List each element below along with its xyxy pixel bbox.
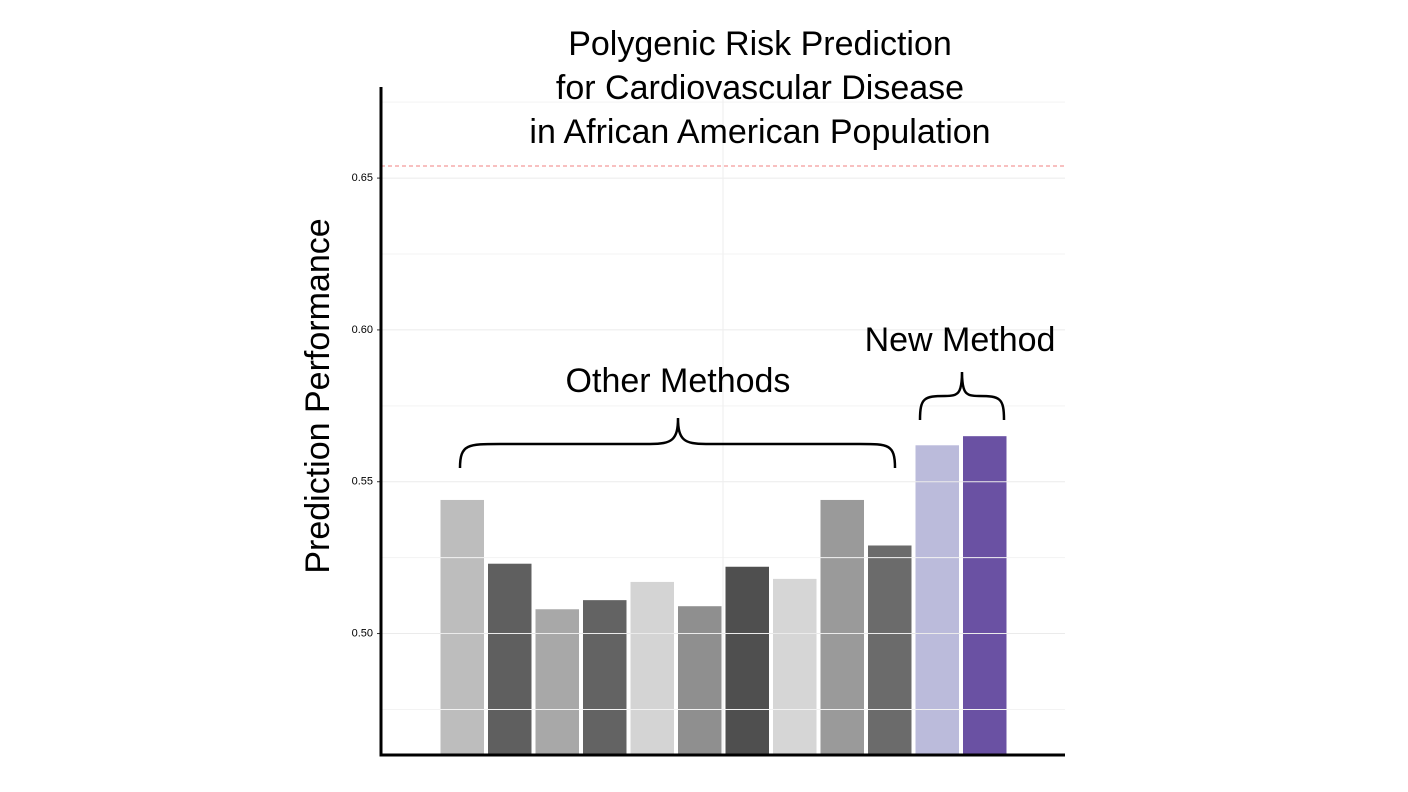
chart-title: Polygenic Risk Prediction	[568, 25, 952, 63]
chart-title: for Cardiovascular Disease	[556, 69, 964, 107]
bar	[820, 499, 864, 755]
bar	[535, 609, 579, 755]
annotation: New Method	[865, 321, 1056, 359]
bar	[488, 563, 532, 755]
y-axis-label: Prediction Performance	[299, 218, 337, 573]
brace	[918, 371, 1006, 421]
bar	[868, 545, 912, 755]
bar	[630, 581, 674, 755]
annotation: Other Methods	[566, 362, 791, 400]
y-tick-label: 0.55	[352, 476, 373, 488]
bar	[678, 606, 722, 755]
bar	[773, 578, 817, 755]
chart-title: in African American Population	[529, 113, 990, 151]
y-tick-label: 0.65	[352, 172, 373, 184]
brace	[458, 417, 897, 469]
bar	[583, 600, 627, 755]
y-tick-label: 0.60	[352, 324, 373, 336]
bar	[963, 436, 1007, 755]
bar	[440, 499, 484, 755]
bar	[915, 445, 959, 755]
bar	[725, 566, 769, 755]
y-tick-label: 0.50	[352, 627, 373, 639]
